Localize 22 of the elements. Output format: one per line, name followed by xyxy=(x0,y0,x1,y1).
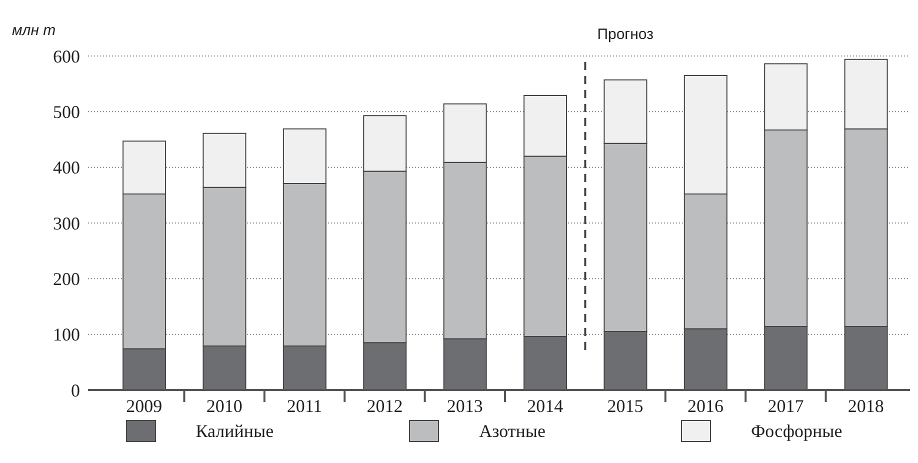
y-tick-label: 400 xyxy=(53,158,80,178)
y-tick-label: 200 xyxy=(53,269,80,290)
y-tick-label: 0 xyxy=(71,380,80,400)
x-tick-label: 2010 xyxy=(206,396,242,416)
y-tick-label: 500 xyxy=(53,102,80,122)
legend-label: Фосфорные xyxy=(750,420,842,442)
x-tick-label: 2012 xyxy=(366,396,403,416)
y-tick-label: 600 xyxy=(53,46,80,66)
ref-line-label: Прогноз xyxy=(597,26,654,43)
y-axis-title: млн т xyxy=(12,22,56,39)
x-tick-label: 2016 xyxy=(688,396,724,416)
x-tick-label: 2009 xyxy=(126,396,162,416)
y-tick-label: 300 xyxy=(53,213,80,234)
legend-label: Калийные xyxy=(196,420,274,442)
y-tick-label: 100 xyxy=(53,324,80,345)
x-tick-label: 2013 xyxy=(446,396,483,416)
x-tick-label: 2017 xyxy=(768,396,804,416)
x-tick-label: 2014 xyxy=(527,396,564,416)
x-tick-label: 2015 xyxy=(607,396,644,416)
legend-label: Азотные xyxy=(479,420,546,442)
x-tick-label: 2018 xyxy=(848,396,884,416)
x-tick-label: 2011 xyxy=(286,396,322,416)
